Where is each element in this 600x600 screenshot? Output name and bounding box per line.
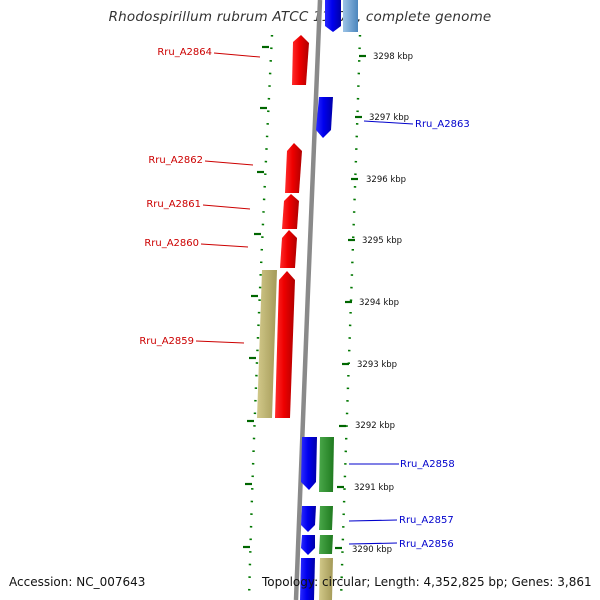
scale-label-3291: 3291 kbp xyxy=(354,483,394,493)
scale-label-3292: 3292 kbp xyxy=(355,421,395,431)
gene-label-rru-a2859[interactable]: Rru_A2859 xyxy=(139,336,194,347)
gene-label-rru-a2861[interactable]: Rru_A2861 xyxy=(146,199,201,210)
genome-summary-text: Topology: circular; Length: 4,352,825 bp… xyxy=(262,575,592,589)
outer-ticks xyxy=(335,54,366,550)
gene-rru-a2856 xyxy=(301,535,315,555)
feature-green-2 xyxy=(319,506,333,530)
gene-label-rru-a2862[interactable]: Rru_A2862 xyxy=(148,155,203,166)
feature-tan-rna xyxy=(257,270,277,418)
gene-rru-a2863 xyxy=(316,97,333,138)
gene-label-rru-a2863[interactable]: Rru_A2863 xyxy=(415,119,470,130)
gene-rru-a2860 xyxy=(280,230,297,268)
inner-ticks xyxy=(243,45,269,549)
forward-label-lines xyxy=(195,52,261,344)
gene-rru-a2861 xyxy=(282,194,299,229)
gene-bottom-blue xyxy=(300,558,315,600)
scale-label-3293: 3293 kbp xyxy=(357,360,397,370)
gene-rru-a2857 xyxy=(301,506,316,532)
scale-label-3295: 3295 kbp xyxy=(362,236,402,246)
gene-label-rru-a2860[interactable]: Rru_A2860 xyxy=(144,238,199,249)
gene-label-rru-a2857[interactable]: Rru_A2857 xyxy=(399,515,454,526)
gene-label-rru-a2864[interactable]: Rru_A2864 xyxy=(157,47,212,58)
gene-label-rru-a2856[interactable]: Rru_A2856 xyxy=(399,539,454,550)
gene-rru-a2859 xyxy=(275,271,295,418)
map-title: Rhodospirillum rubrum ATCC 11170, comple… xyxy=(108,9,492,25)
feature-green-1 xyxy=(319,437,334,492)
reverse-label-lines xyxy=(348,120,414,545)
scale-label-3298: 3298 kbp xyxy=(373,52,413,62)
gene-top-blue xyxy=(325,0,341,32)
feature-green-3 xyxy=(319,535,333,554)
scale-label-3297: 3297 kbp xyxy=(369,113,409,123)
feature-tan-bottom xyxy=(319,558,333,600)
gene-top-lightblue xyxy=(343,0,358,32)
scale-label-3290: 3290 kbp xyxy=(352,545,392,555)
gene-label-rru-a2858[interactable]: Rru_A2858 xyxy=(400,459,455,470)
genome-backbone xyxy=(293,0,323,600)
scale-label-3296: 3296 kbp xyxy=(366,175,406,185)
gene-rru-a2858 xyxy=(301,437,317,490)
outer-dotted-ring xyxy=(339,34,362,600)
accession-text: Accession: NC_007643 xyxy=(9,575,146,589)
gene-rru-a2862 xyxy=(285,143,302,193)
scale-label-3294: 3294 kbp xyxy=(359,298,399,308)
gene-rru-a2864 xyxy=(292,35,309,85)
